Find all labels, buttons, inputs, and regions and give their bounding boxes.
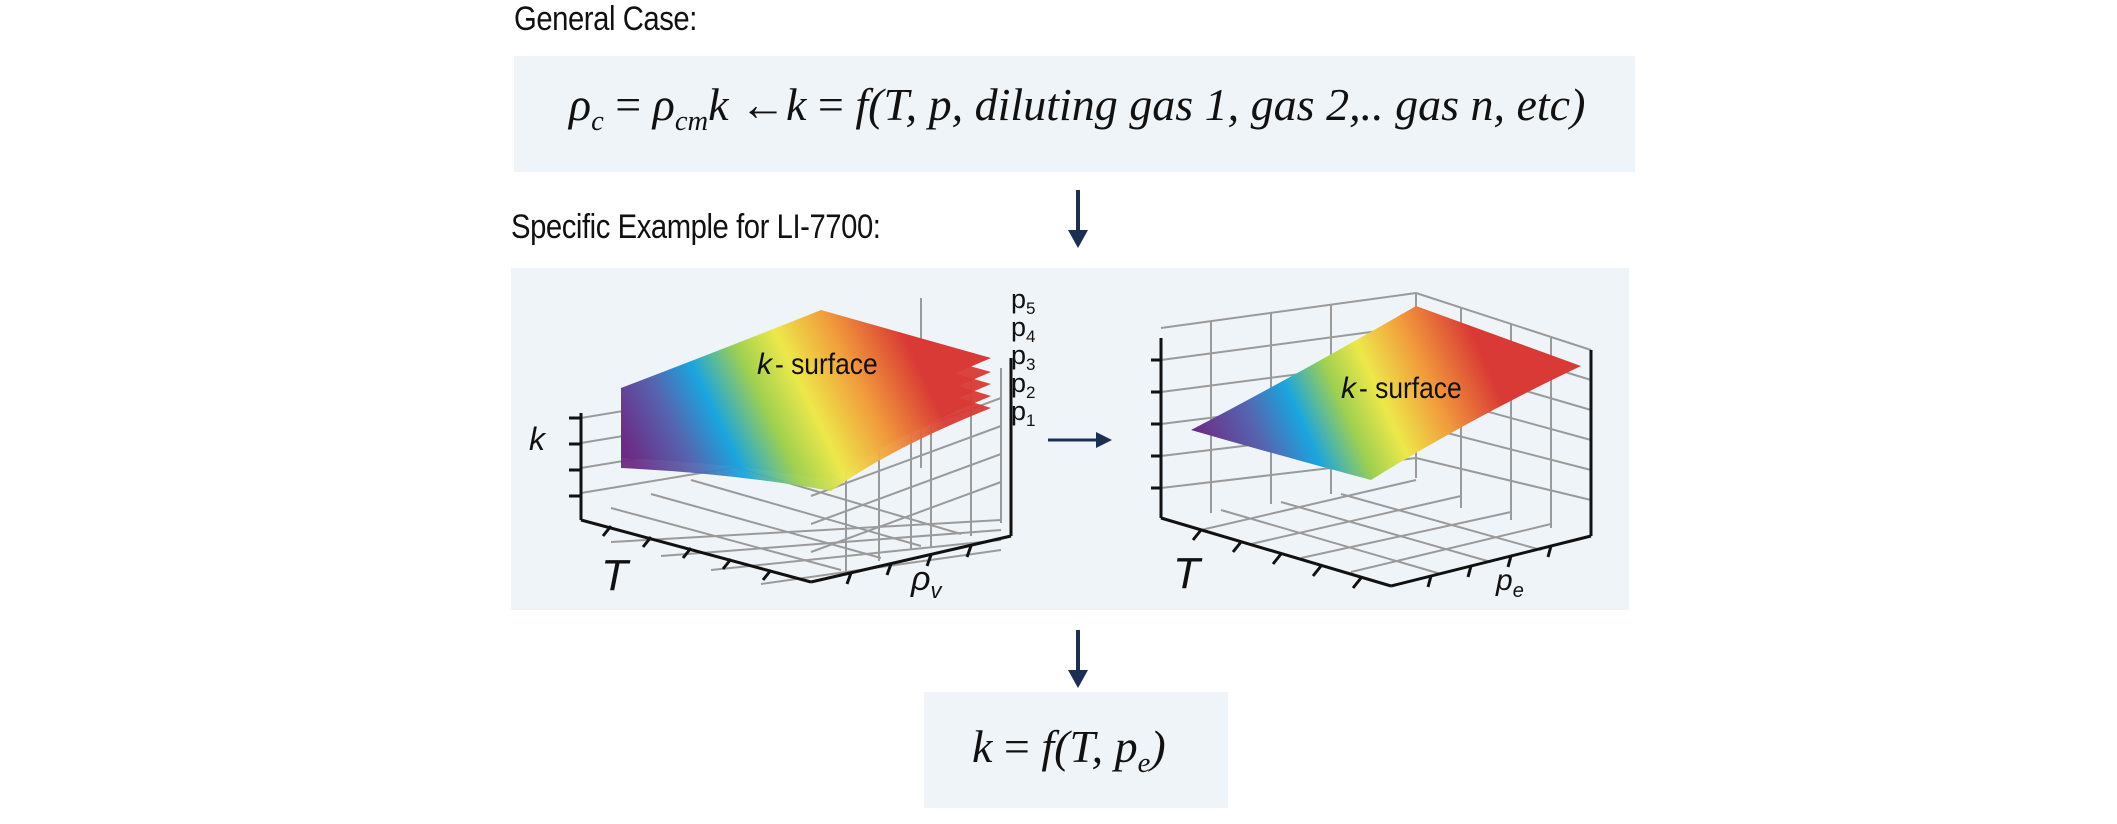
specific-example-heading: Specific Example for LI-7700: — [511, 208, 881, 246]
down-arrow-icon — [1068, 630, 1088, 688]
result-equation-panel: k = f(T, pe) — [924, 692, 1228, 808]
layer-label-p1: p1 — [1011, 396, 1036, 430]
left-k-surface-plot: k - surface p5 p4 p3 p2 p1 k T ρv — [529, 284, 1036, 603]
left-surface-layers — [621, 310, 991, 491]
general-case-heading: General Case: — [514, 0, 697, 38]
right-surface-label-k: k — [1341, 372, 1358, 405]
left-axis-T-label: T — [601, 551, 631, 600]
right-axis-p-label: pe — [1495, 564, 1524, 602]
right-k-surface — [1191, 306, 1581, 480]
general-equation: ρc = ρcmk ←k = f(T, p, diluting gas 1, g… — [569, 79, 1586, 137]
left-surface-label-text: - surface — [775, 346, 878, 380]
left-axis-k-label: k — [529, 421, 547, 457]
layer-label-p4: p4 — [1011, 312, 1036, 346]
result-equation: k = f(T, pe) — [972, 721, 1166, 779]
right-arrow-icon — [1048, 432, 1112, 448]
general-equation-panel: ρc = ρcmk ←k = f(T, p, diluting gas 1, g… — [514, 56, 1635, 172]
left-axes — [569, 358, 1013, 585]
right-axis-T-label: T — [1173, 549, 1203, 598]
layer-labels: p5 p4 p3 p2 p1 — [1011, 284, 1036, 430]
layer-label-p5: p5 — [1011, 284, 1036, 318]
left-surface-label-k: k — [757, 348, 774, 381]
left-axis-rho-label: ρv — [910, 560, 943, 603]
down-arrow-icon — [1068, 190, 1088, 248]
left-arrow-icon: ← — [739, 79, 786, 130]
layer-p5-surface — [621, 310, 991, 444]
layer-label-p3: p3 — [1011, 340, 1036, 374]
right-surface-label-text: - surface — [1359, 370, 1462, 404]
right-k-surface-plot: k - surface T pe — [1151, 292, 1593, 602]
right-axes — [1151, 338, 1593, 589]
layer-label-p2: p2 — [1011, 368, 1036, 402]
